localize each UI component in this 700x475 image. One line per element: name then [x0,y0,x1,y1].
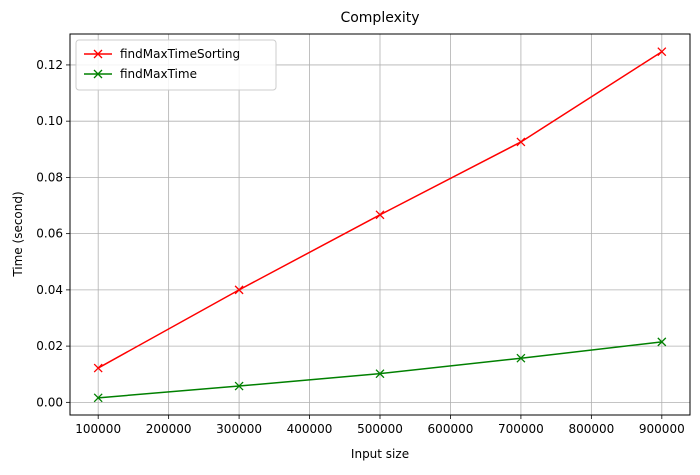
x-tick-label: 200000 [146,422,192,436]
series-layer [93,47,667,403]
y-tick-label: 0.10 [36,114,63,128]
legend: findMaxTimeSorting findMaxTime [75,39,277,91]
data-point-findMaxTimeSorting [234,285,244,295]
data-point-findMaxTimeSorting [93,363,103,373]
x-tick-label: 600000 [428,422,474,436]
grid [70,34,690,415]
y-tick-label: 0.08 [36,170,63,184]
legend-box [75,39,277,91]
x-tick-label: 100000 [75,422,121,436]
legend-marker [93,49,103,59]
data-point-findMaxTimeSorting [516,137,526,147]
x-tick-label: 700000 [498,422,544,436]
data-point-findMaxTime [657,337,667,347]
x-tick-label: 800000 [568,422,614,436]
data-point-findMaxTimeSorting [657,47,667,57]
legend-marker [93,69,103,79]
legend-label: findMaxTimeSorting [120,47,240,61]
data-point-findMaxTime [516,353,526,363]
y-tick-label: 0.02 [36,339,63,353]
x-tick-label: 900000 [639,422,685,436]
y-tick-label: 0.04 [36,283,63,297]
data-point-findMaxTime [234,381,244,391]
x-axis-label: Input size [351,447,409,461]
data-point-findMaxTime [93,393,103,403]
y-tick-label: 0.06 [36,227,63,241]
x-tick-label: 400000 [287,422,333,436]
x-tick-label: 500000 [357,422,403,436]
data-point-findMaxTime [375,369,385,379]
y-tick-label: 0.00 [36,395,63,409]
ticks: 100000 200000 300000 400000 500000 600000 7000… [36,58,684,436]
y-axis-label: Time (second) [11,191,25,277]
legend-label: findMaxTime [120,67,197,81]
y-tick-label: 0.12 [36,58,63,72]
data-point-findMaxTimeSorting [375,210,385,220]
chart-title: Complexity [340,10,419,26]
x-tick-label: 300000 [216,422,262,436]
